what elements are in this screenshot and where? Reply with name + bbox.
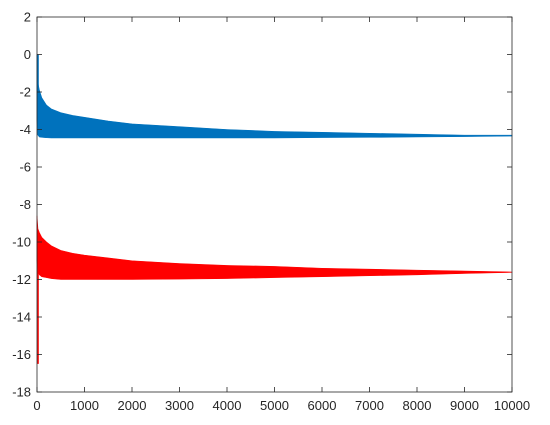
y-tick-label: -6: [19, 160, 31, 175]
x-tick-label: 1000: [70, 398, 99, 413]
plot-frame: [36, 16, 513, 393]
x-tick-label: 8000: [403, 398, 432, 413]
x-tick-label: 3000: [165, 398, 194, 413]
x-tick-label: 7000: [355, 398, 384, 413]
y-tick-label: -10: [12, 235, 31, 250]
y-tick-label: -2: [19, 85, 31, 100]
y-tick-label: -12: [12, 272, 31, 287]
x-tick-label: 2000: [118, 398, 147, 413]
x-tick-label: 9000: [450, 398, 479, 413]
x-tick-label: 6000: [308, 398, 337, 413]
x-tick-label: 0: [33, 398, 40, 413]
y-tick-label: -8: [19, 197, 31, 212]
y-tick-label: -4: [19, 122, 31, 137]
series-layer: [36, 54, 513, 364]
axes-layer: 0 1000 2000 3000 4000 5000 6000 7000 8000 9000 100…: [12, 10, 530, 414]
x-tick-label: 10000: [494, 398, 530, 413]
y-tick-label: -16: [12, 347, 31, 362]
y-tick-label: -18: [12, 385, 31, 400]
series-band-1: [36, 54, 513, 139]
series-band-2: [36, 215, 513, 280]
y-tick-label: -14: [12, 310, 31, 325]
y-tick-label: 2: [24, 10, 31, 25]
x-tick-label: 5000: [260, 398, 289, 413]
y-tick-label: 0: [24, 47, 31, 62]
x-tick-label: 4000: [213, 398, 242, 413]
